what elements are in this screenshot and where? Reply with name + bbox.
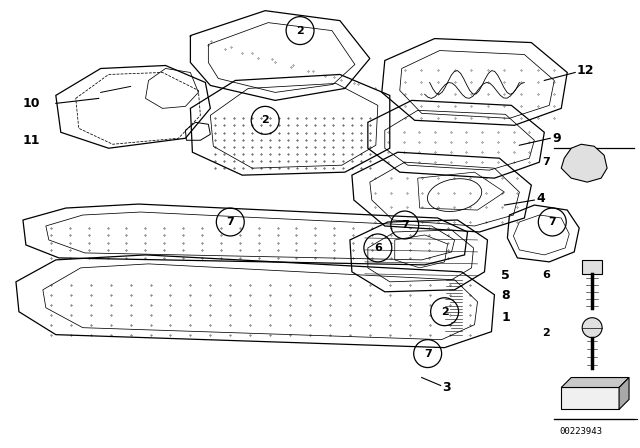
Text: 6: 6: [374, 243, 381, 253]
Polygon shape: [619, 378, 629, 409]
Text: 00223943: 00223943: [559, 427, 602, 436]
Text: 9: 9: [552, 132, 561, 145]
Text: 1: 1: [501, 311, 510, 324]
Text: 7: 7: [401, 220, 408, 230]
Text: 3: 3: [443, 381, 451, 394]
Text: 7: 7: [424, 349, 431, 358]
Text: 11: 11: [23, 134, 40, 147]
Text: 2: 2: [542, 327, 550, 338]
FancyBboxPatch shape: [582, 260, 602, 274]
Text: 5: 5: [501, 269, 510, 282]
Text: 2: 2: [261, 115, 269, 125]
Text: 10: 10: [23, 97, 40, 110]
Polygon shape: [561, 144, 607, 182]
Polygon shape: [561, 388, 619, 409]
Text: 12: 12: [576, 64, 594, 77]
Circle shape: [582, 318, 602, 338]
Text: 7: 7: [227, 217, 234, 227]
Polygon shape: [561, 378, 629, 388]
Text: 4: 4: [536, 192, 545, 205]
Text: 2: 2: [296, 26, 304, 35]
Text: 6: 6: [542, 270, 550, 280]
Text: 7: 7: [548, 217, 556, 227]
Text: 7: 7: [542, 157, 550, 167]
Text: 8: 8: [501, 289, 510, 302]
Text: 2: 2: [441, 307, 449, 317]
